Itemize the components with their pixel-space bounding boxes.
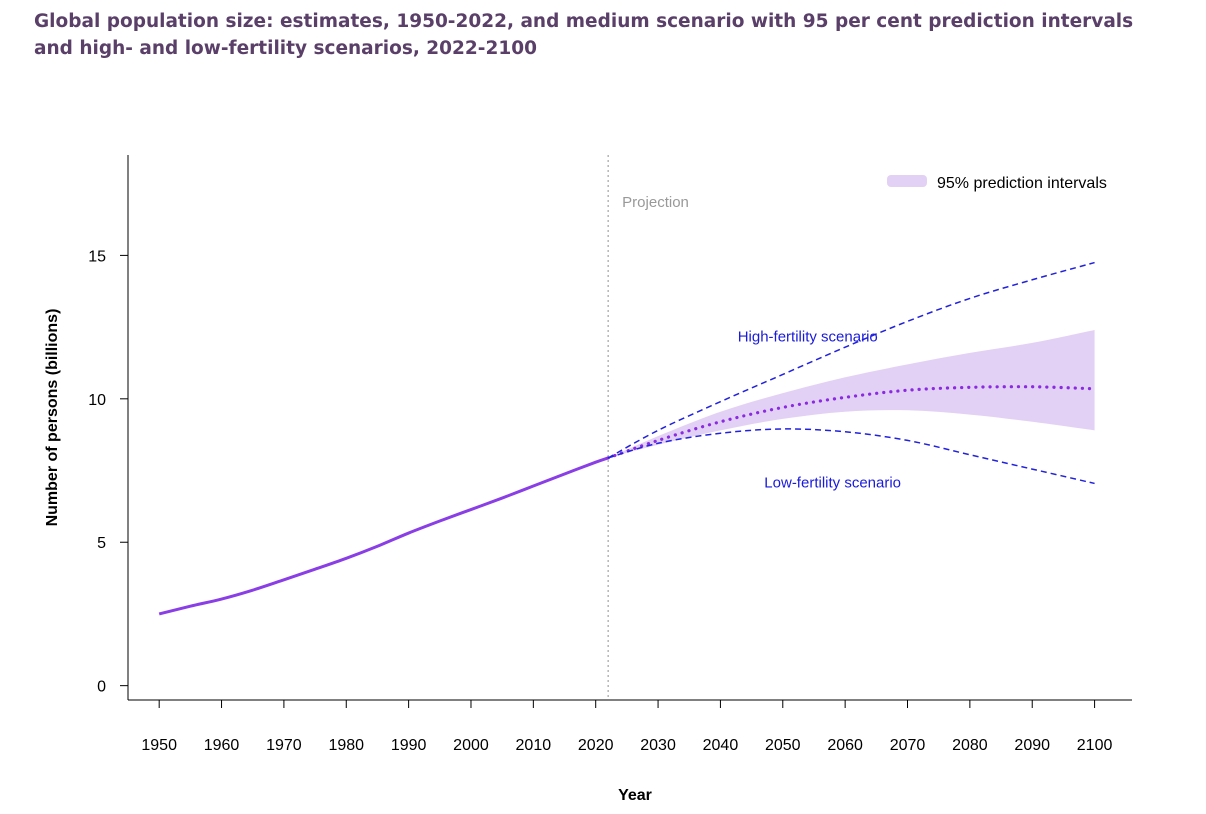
x-tick-label: 2030 (640, 737, 676, 754)
y-axis-title: Number of persons (billions) (44, 309, 61, 527)
y-tick-label: 0 (97, 679, 106, 696)
prediction-interval-band (608, 329, 1095, 458)
high-fertility-label: High-fertility scenario (738, 328, 878, 345)
x-tick-label: 1990 (391, 737, 427, 754)
medium-scenario-line (606, 385, 1097, 460)
x-tick-label: 2060 (827, 737, 863, 754)
x-tick-label: 2000 (453, 737, 489, 754)
x-tick-label: 2090 (1014, 737, 1050, 754)
x-axis-title: Year (618, 787, 652, 804)
x-tick-label: 2080 (952, 737, 988, 754)
x-tick-label: 2050 (765, 737, 801, 754)
low-fertility-line (607, 428, 1095, 485)
x-tick-label: 1980 (328, 737, 364, 754)
legend: 95% prediction intervals (887, 175, 1107, 192)
x-tick-label: 2070 (890, 737, 926, 754)
y-tick-label: 10 (88, 392, 106, 409)
chart-title: Global population size: estimates, 1950-… (34, 8, 1194, 62)
x-tick-label: 2010 (516, 737, 552, 754)
x-tick-label: 2020 (578, 737, 614, 754)
y-tick-label: 5 (97, 535, 106, 552)
x-tick-label: 1960 (204, 737, 240, 754)
low-fertility-label: Low-fertility scenario (764, 475, 901, 492)
chart-title-line-1: Global population size: estimates, 1950-… (34, 11, 1134, 32)
legend-swatch-prediction-intervals (887, 175, 927, 187)
legend-label-prediction-intervals: 95% prediction intervals (937, 175, 1107, 192)
x-tick-label: 1950 (141, 737, 177, 754)
projection-label: Projection (622, 194, 689, 211)
x-tick-label: 2100 (1077, 737, 1113, 754)
x-tick-label: 2040 (703, 737, 739, 754)
y-tick-label: 15 (88, 248, 106, 265)
chart-title-line-2: and high- and low-fertility scenarios, 2… (34, 38, 537, 59)
estimates-line (158, 456, 609, 616)
x-tick-label: 1970 (266, 737, 302, 754)
high-fertility-line (607, 261, 1095, 459)
